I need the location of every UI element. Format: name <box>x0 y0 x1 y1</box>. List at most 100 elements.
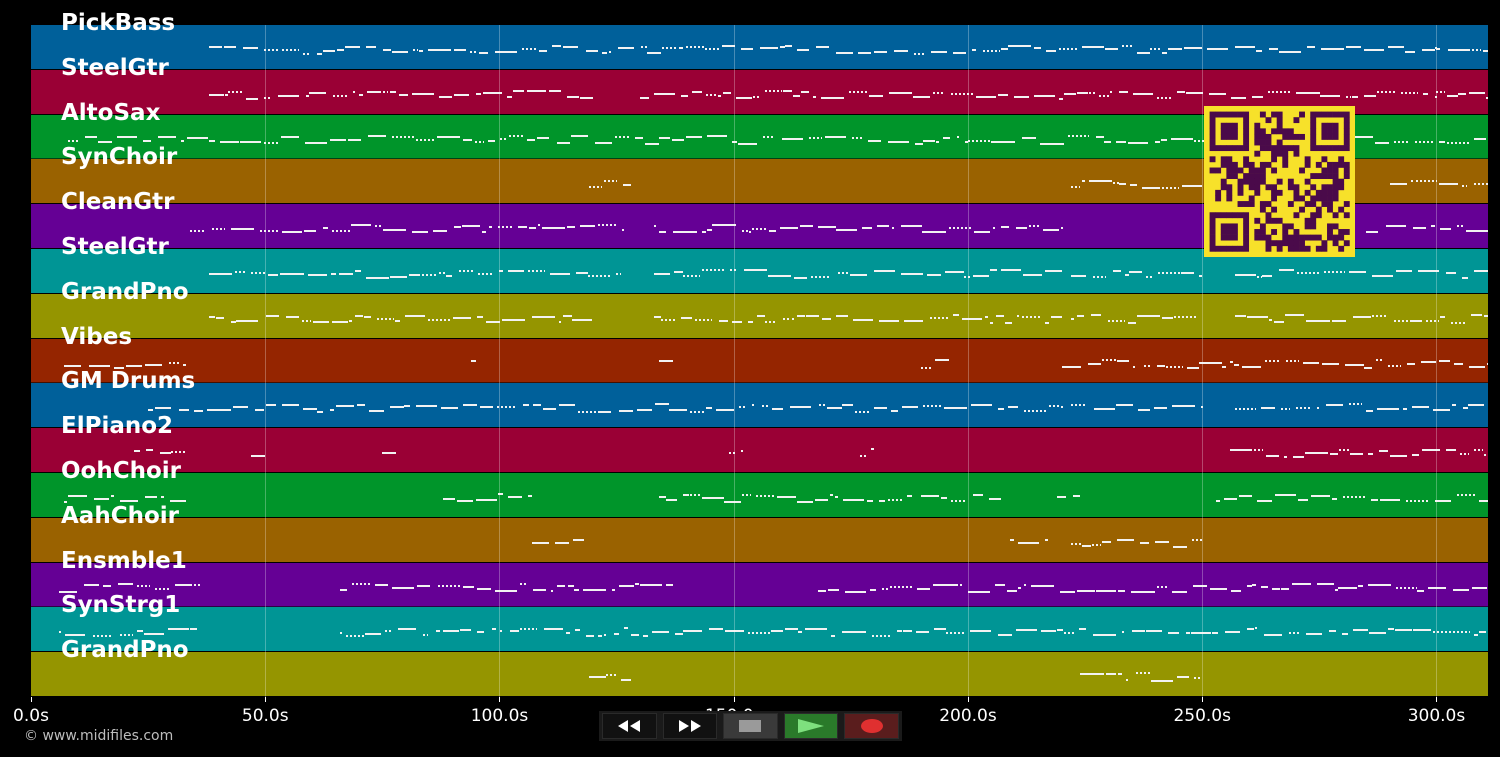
note-mark <box>1182 185 1203 188</box>
note-mark <box>635 136 643 139</box>
note-mark <box>494 51 518 53</box>
note-mark <box>729 452 736 455</box>
note-mark <box>1073 495 1081 497</box>
note-mark <box>375 225 381 228</box>
note-mark <box>985 315 989 318</box>
note-mark <box>969 630 991 633</box>
note-mark <box>782 137 804 140</box>
note-mark <box>804 628 828 631</box>
note-mark <box>190 230 206 233</box>
note-mark <box>1296 272 1321 274</box>
note-mark <box>190 628 197 631</box>
note-mark <box>1288 632 1301 635</box>
note-mark <box>529 227 536 230</box>
note-mark <box>1080 673 1104 676</box>
note-mark <box>782 317 789 320</box>
note-mark <box>59 590 78 593</box>
note-mark <box>500 630 504 633</box>
track-row <box>31 428 1488 473</box>
note-mark <box>577 411 596 414</box>
note-mark <box>1296 407 1313 410</box>
note-mark <box>721 45 735 47</box>
fast-forward-button[interactable] <box>662 713 718 739</box>
note-mark <box>809 136 822 139</box>
note-mark <box>1229 360 1233 363</box>
note-mark <box>382 452 397 455</box>
note-mark <box>597 635 602 638</box>
note-mark <box>1273 320 1285 323</box>
note-mark <box>235 271 247 273</box>
track-separator <box>31 606 1488 608</box>
note-mark <box>965 140 969 143</box>
note-mark <box>655 403 669 406</box>
note-mark <box>1046 50 1056 52</box>
note-mark <box>377 317 394 320</box>
note-mark <box>1091 543 1101 546</box>
note-mark <box>209 139 215 142</box>
note-mark <box>303 230 317 233</box>
note-mark <box>1261 275 1273 277</box>
note-mark <box>183 363 186 366</box>
note-mark <box>330 138 347 141</box>
note-mark <box>354 314 363 317</box>
note-mark <box>1445 449 1456 452</box>
tick-label: 300.0s <box>1407 706 1466 726</box>
note-mark <box>1474 183 1488 186</box>
note-mark <box>1235 408 1257 411</box>
note-mark <box>1186 366 1199 369</box>
note-mark <box>301 319 312 322</box>
note-mark <box>366 90 381 93</box>
note-mark <box>340 632 344 635</box>
grid-line <box>265 25 267 697</box>
note-mark <box>1116 404 1133 407</box>
note-mark <box>63 364 82 367</box>
note-mark <box>1377 90 1396 93</box>
note-mark <box>718 94 722 97</box>
rewind-button[interactable] <box>602 713 657 739</box>
note-mark <box>68 139 81 142</box>
track-row <box>31 562 1488 607</box>
note-mark <box>1474 270 1488 272</box>
note-mark <box>168 361 181 364</box>
record-button[interactable] <box>844 713 899 739</box>
note-mark <box>1167 48 1182 50</box>
note-mark <box>1418 270 1439 272</box>
note-mark <box>1456 225 1463 228</box>
note-mark <box>220 140 240 143</box>
note-mark <box>855 411 870 414</box>
note-mark <box>772 408 783 411</box>
note-mark <box>1411 406 1430 409</box>
play-button[interactable] <box>783 713 839 739</box>
track-separator <box>31 68 1488 70</box>
track-separator <box>31 382 1488 384</box>
note-mark <box>1183 47 1202 49</box>
note-mark <box>1378 450 1388 453</box>
note-mark <box>240 140 262 143</box>
track-label: CleanGtr <box>61 189 175 216</box>
note-mark <box>618 584 634 587</box>
note-mark <box>1023 274 1042 276</box>
note-mark <box>1230 449 1250 452</box>
note-mark <box>538 224 542 227</box>
note-mark <box>486 320 500 323</box>
note-mark <box>915 631 929 634</box>
note-mark <box>1284 313 1304 316</box>
stop-button[interactable] <box>723 713 778 739</box>
note-mark <box>567 95 580 98</box>
note-mark <box>1112 270 1121 272</box>
note-mark <box>1341 633 1349 636</box>
note-mark <box>523 404 529 407</box>
note-mark <box>1387 46 1404 48</box>
note-mark <box>573 538 584 541</box>
note-mark <box>683 494 689 496</box>
note-mark <box>93 498 109 500</box>
note-mark <box>263 49 281 51</box>
tick-mark <box>499 697 501 702</box>
note-mark <box>502 318 526 321</box>
track-label: GM Drums <box>61 368 196 395</box>
note-mark <box>731 140 738 143</box>
note-mark <box>281 135 299 138</box>
note-mark <box>1129 271 1143 273</box>
note-mark <box>635 582 639 585</box>
note-mark <box>1096 135 1105 138</box>
